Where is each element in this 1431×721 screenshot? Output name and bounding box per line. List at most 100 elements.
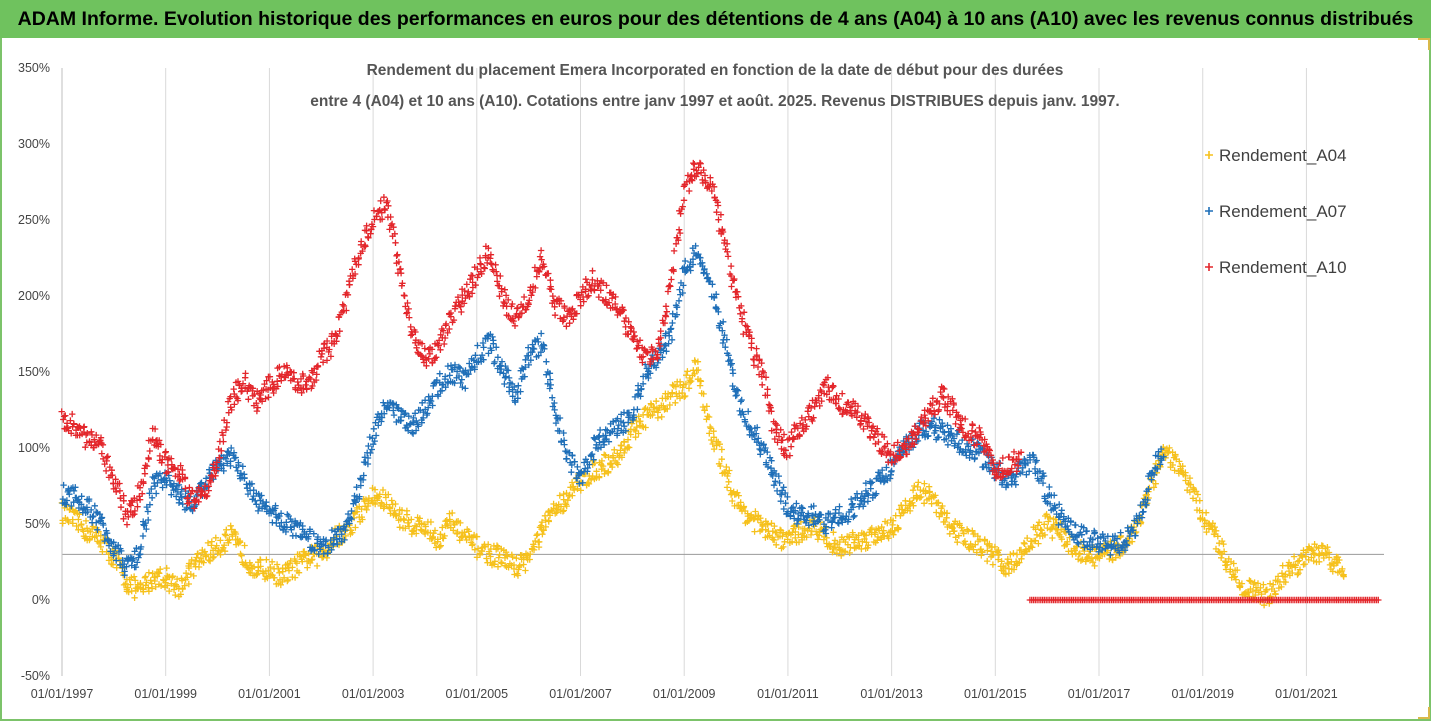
- data-point: [722, 344, 729, 351]
- data-point: [393, 401, 400, 408]
- data-point: [719, 327, 726, 334]
- data-point: [304, 564, 311, 571]
- data-point: [389, 400, 397, 407]
- data-point: [103, 454, 110, 461]
- data-point: [870, 434, 877, 441]
- data-point: [554, 506, 562, 513]
- data-point: [920, 419, 927, 426]
- data-point: [1231, 573, 1239, 580]
- data-point: [729, 497, 736, 505]
- data-point: [750, 356, 757, 363]
- data-point: [487, 344, 494, 352]
- data-point: [477, 261, 485, 268]
- data-point: [152, 583, 159, 591]
- data-point: [449, 509, 456, 517]
- data-point: [355, 261, 362, 268]
- data-point: [878, 523, 885, 531]
- data-point: [967, 447, 974, 454]
- data-point: [262, 503, 270, 510]
- data-point: [351, 497, 359, 505]
- data-point: [306, 528, 314, 535]
- data-point: [142, 573, 149, 580]
- data-point: [864, 423, 871, 430]
- data-point: [638, 422, 646, 430]
- data-point: [563, 323, 570, 330]
- data-point: [850, 539, 858, 546]
- data-point: [803, 423, 810, 430]
- data-point: [644, 371, 651, 378]
- data-point: [947, 425, 955, 432]
- data-point: [650, 356, 657, 363]
- data-point: [768, 457, 775, 464]
- data-point: [125, 513, 132, 520]
- data-point: [476, 254, 484, 262]
- data-point: [783, 453, 790, 461]
- data-point: [738, 315, 746, 322]
- data-point: [569, 452, 576, 459]
- data-point: [890, 531, 897, 538]
- data-point: [436, 370, 443, 377]
- data-point: [672, 399, 679, 406]
- data-point: [826, 510, 834, 518]
- data-point: [434, 391, 441, 398]
- data-point: [344, 291, 352, 298]
- data-point: [424, 410, 431, 417]
- data-point: [635, 413, 642, 420]
- data-point: [660, 347, 667, 354]
- data-point: [145, 455, 152, 463]
- data-point: [901, 442, 908, 449]
- data-point: [579, 479, 586, 487]
- data-point: [595, 434, 602, 441]
- data-point: [577, 302, 584, 309]
- data-point: [750, 362, 758, 369]
- data-point: [874, 425, 881, 432]
- x-tick-label: 01/01/2017: [1068, 687, 1131, 701]
- data-point: [862, 532, 870, 539]
- data-point: [1041, 531, 1049, 539]
- data-point: [1176, 458, 1183, 465]
- data-point: [687, 267, 694, 274]
- data-point: [540, 341, 547, 348]
- data-point: [1007, 469, 1014, 476]
- data-point: [540, 527, 547, 534]
- data-point: [217, 537, 224, 544]
- data-point: [117, 504, 125, 511]
- x-gridlines: [61, 68, 1307, 676]
- data-point: [889, 517, 897, 524]
- data-point: [227, 458, 234, 465]
- data-point: [1015, 456, 1022, 463]
- data-point: [385, 404, 392, 411]
- data-point: [324, 550, 331, 557]
- data-point: [177, 462, 184, 469]
- data-point: [327, 353, 335, 360]
- data-point: [689, 177, 696, 184]
- data-point: [799, 421, 807, 428]
- data-point: [929, 401, 936, 409]
- data-point: [571, 486, 578, 494]
- data-point: [754, 424, 761, 431]
- data-point: [166, 587, 173, 595]
- data-point: [890, 442, 898, 449]
- data-point: [601, 451, 608, 458]
- data-point: [939, 420, 946, 427]
- data-point: [60, 413, 68, 420]
- data-point: [510, 317, 517, 325]
- data-point: [1171, 467, 1178, 474]
- data-point: [206, 557, 214, 565]
- data-point: [317, 546, 324, 553]
- data-point: [293, 560, 301, 567]
- data-point: [710, 428, 717, 435]
- data-point: [328, 546, 335, 553]
- data-point: [728, 360, 735, 367]
- data-point: [995, 465, 1002, 472]
- data-point: [514, 304, 521, 312]
- data-point: [965, 430, 972, 437]
- data-point: [1203, 528, 1210, 536]
- data-point: [784, 536, 791, 543]
- data-point: [875, 438, 882, 446]
- data-point: [694, 358, 702, 365]
- data-point: [1080, 524, 1087, 531]
- legend-label: Rendement_A07: [1219, 202, 1347, 221]
- data-point: [1029, 544, 1036, 551]
- data-point: [833, 392, 840, 399]
